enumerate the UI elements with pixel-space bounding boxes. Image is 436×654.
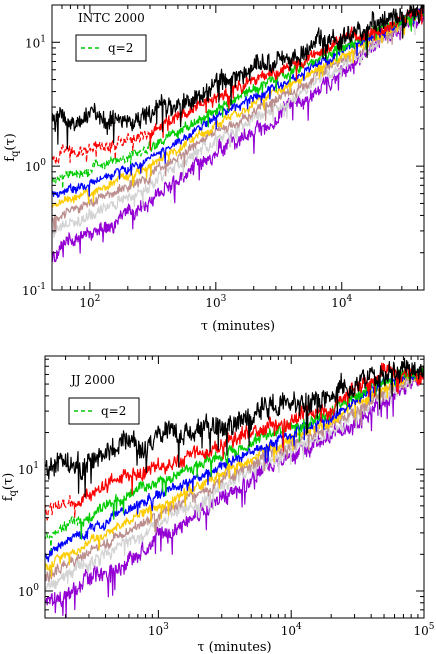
x-tick-label: 102 — [79, 294, 100, 310]
x-tick-label: 103 — [148, 622, 169, 638]
x-tick-label: 103 — [205, 294, 226, 310]
x-tick-label: 105 — [413, 622, 434, 638]
series-line-5 — [52, 7, 424, 234]
axis-ticks: 103 104 105 100 101 — [18, 356, 435, 638]
series-line-1 — [149, 5, 424, 151]
y-tick-label: 101 — [18, 461, 39, 477]
y-axis-label: fq(τ) — [1, 473, 19, 502]
series-line-2-dashed — [52, 140, 151, 189]
series-line-0 — [52, 5, 424, 150]
x-axis-label: τ (minutes) — [197, 640, 271, 654]
y-tick-label: 101 — [25, 34, 46, 50]
legend-label-q2: q=2 — [108, 41, 133, 55]
y-tick-label: 10-1 — [22, 282, 46, 298]
plot-frame — [44, 355, 425, 619]
axis-ticks: 102 103 104 10-1 100 101 — [22, 4, 424, 310]
series-line-1-dashed — [45, 495, 79, 521]
x-axis-label: τ (minutes) — [201, 319, 275, 334]
legend-box — [68, 397, 140, 425]
x-tick-label: 104 — [331, 294, 352, 310]
series-group — [52, 5, 424, 263]
legend: q=2 — [75, 34, 147, 62]
series-line-1-dashed — [52, 130, 150, 165]
legend: q=2 — [68, 397, 140, 425]
series-line-3 — [52, 8, 424, 198]
y-tick-label: 100 — [18, 583, 39, 599]
series-line-2-dashed — [45, 515, 81, 551]
series-line-1 — [77, 362, 424, 507]
series-line-0 — [45, 357, 424, 498]
series-line-4 — [45, 369, 424, 578]
y-tick-label: 100 — [25, 158, 46, 174]
legend-box — [75, 34, 147, 62]
chart-panel-intc: 102 103 104 10-1 100 101 INTC 2000 q=2 τ (min… — [3, 4, 425, 334]
x-tick-label: 104 — [281, 622, 302, 638]
legend-label-q2: q=2 — [101, 404, 126, 418]
series-line-2 — [79, 366, 424, 540]
panel-title: INTC 2000 — [78, 11, 145, 25]
plot-frame — [51, 4, 425, 291]
series-group — [45, 357, 424, 618]
panel-title: JJ 2000 — [69, 373, 115, 387]
y-axis-label: fq(τ) — [3, 133, 21, 162]
